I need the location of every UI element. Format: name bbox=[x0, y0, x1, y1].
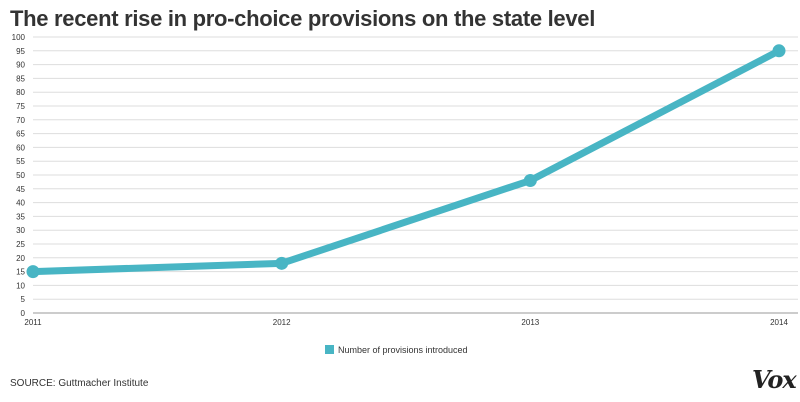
y-tick-label: 50 bbox=[16, 171, 25, 180]
y-tick-label: 75 bbox=[16, 102, 25, 111]
y-tick-label: 85 bbox=[16, 74, 25, 83]
y-tick-label: 80 bbox=[16, 88, 25, 97]
y-tick-label: 30 bbox=[16, 226, 25, 235]
vox-logo: Vox bbox=[752, 365, 797, 394]
source-note: SOURCE: Guttmacher Institute bbox=[10, 378, 149, 389]
x-tick-label: 2011 bbox=[24, 318, 42, 327]
chart-title: The recent rise in pro-choice provisions… bbox=[10, 6, 596, 31]
y-tick-label: 40 bbox=[16, 199, 25, 208]
data-point bbox=[772, 44, 786, 58]
series-line bbox=[29, 47, 783, 276]
y-tick-label: 45 bbox=[16, 185, 25, 194]
y-tick-label: 90 bbox=[16, 61, 25, 70]
y-tick-label: 0 bbox=[21, 309, 26, 318]
data-point bbox=[275, 256, 289, 270]
y-tick-label: 35 bbox=[16, 212, 25, 221]
y-tick-label: 20 bbox=[16, 254, 25, 263]
y-tick-label: 65 bbox=[16, 130, 25, 139]
x-tick-label: 2013 bbox=[521, 318, 539, 327]
y-tick-label: 5 bbox=[21, 295, 26, 304]
y-tick-label: 10 bbox=[16, 281, 25, 290]
y-tick-label: 25 bbox=[16, 240, 25, 249]
y-tick-label: 95 bbox=[16, 47, 25, 56]
y-tick-label: 55 bbox=[16, 157, 25, 166]
y-tick-label: 70 bbox=[16, 116, 25, 125]
data-point bbox=[523, 174, 537, 188]
y-tick-label: 100 bbox=[12, 33, 26, 42]
legend-label: Number of provisions introduced bbox=[338, 345, 468, 355]
legend-swatch bbox=[325, 345, 334, 354]
x-tick-label: 2012 bbox=[273, 318, 291, 327]
y-tick-label: 60 bbox=[16, 143, 25, 152]
y-tick-label: 15 bbox=[16, 268, 25, 277]
data-point bbox=[26, 265, 40, 279]
x-tick-label: 2014 bbox=[770, 318, 788, 327]
